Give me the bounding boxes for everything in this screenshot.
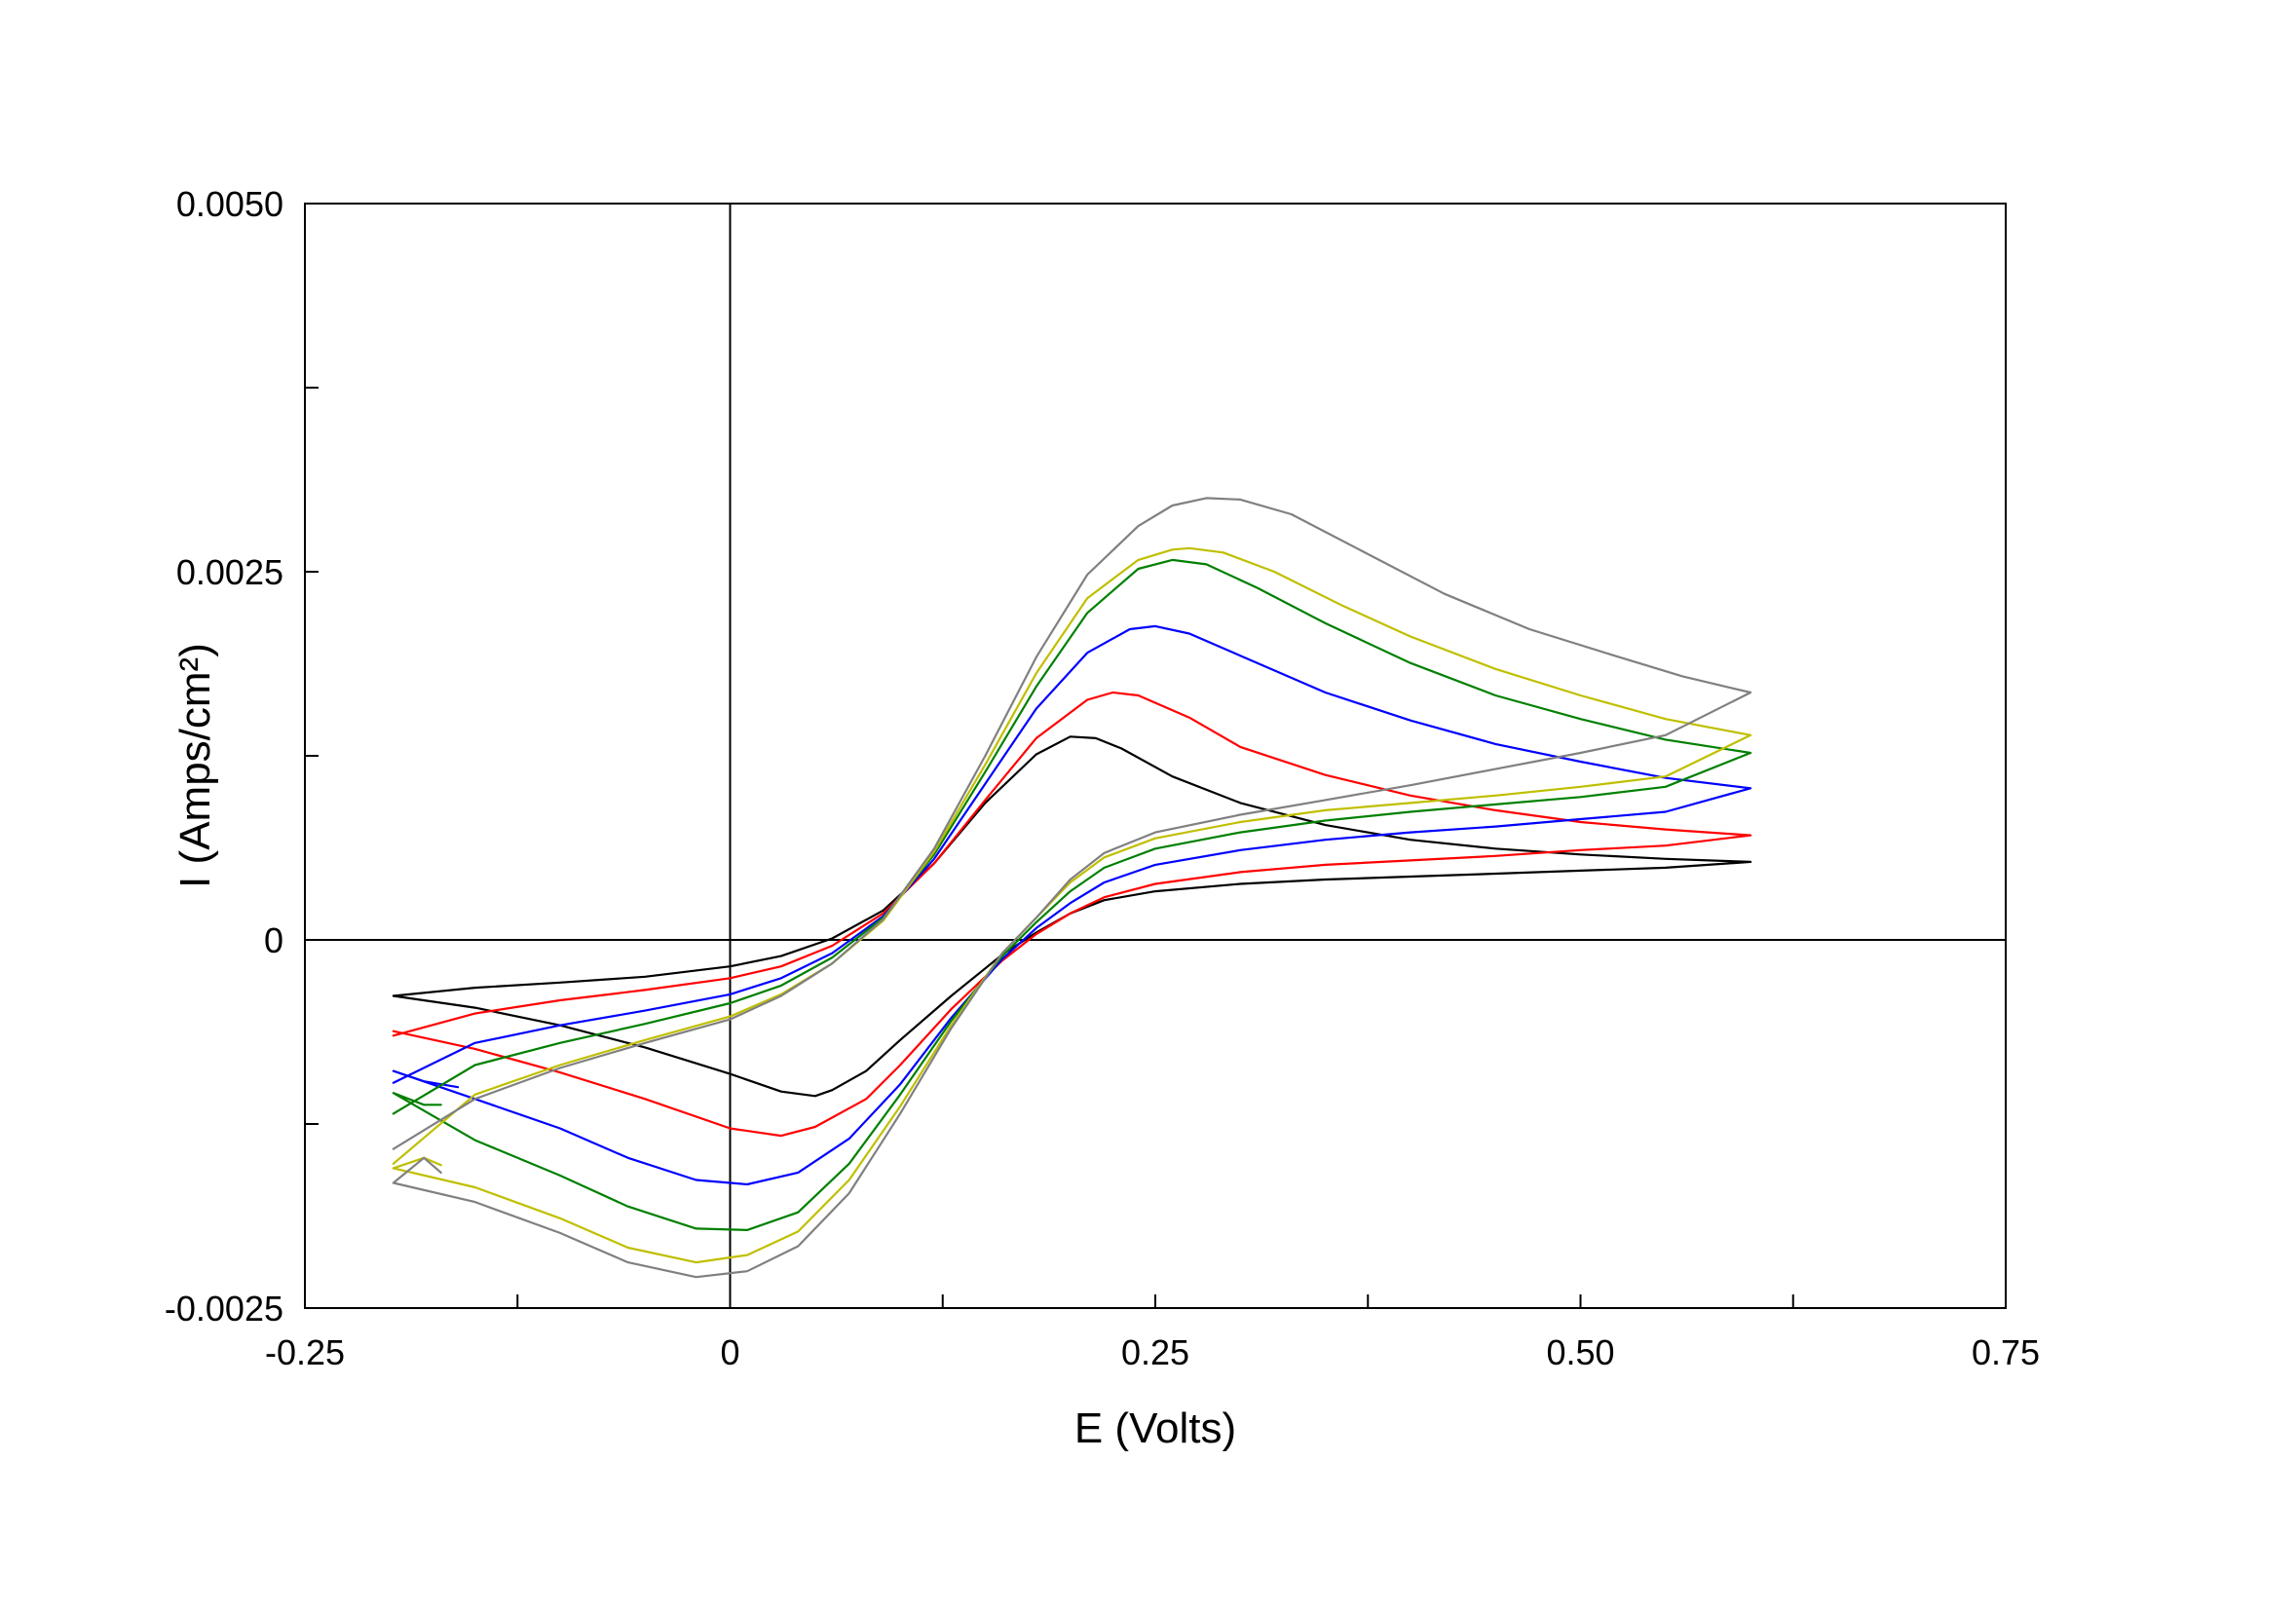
x-tick-label-2: 0.25 bbox=[1121, 1332, 1189, 1372]
axis-ticks: -0.25 0 0.25 0.50 0.75 -0.0025 0 0.0025 0.0050 bbox=[165, 184, 2040, 1372]
y-tick-label-1: 0 bbox=[264, 920, 283, 960]
x-tick-label-0: -0.25 bbox=[265, 1332, 345, 1372]
series-line-5 bbox=[392, 546, 1752, 1264]
x-tick-label-1: 0 bbox=[720, 1332, 739, 1372]
series-line-2 bbox=[392, 691, 1752, 1138]
y-tick-label-3: 0.0050 bbox=[176, 184, 283, 224]
x-axis-title: E (Volts) bbox=[1074, 1404, 1236, 1452]
series-line-6 bbox=[392, 497, 1752, 1279]
y-tick-label-2: 0.0025 bbox=[176, 552, 283, 592]
y-axis-title: I (Amps/cm²) bbox=[171, 643, 219, 888]
series-line-1 bbox=[392, 735, 1752, 1098]
x-tick-label-4: 0.75 bbox=[1972, 1332, 2040, 1372]
y-tick-label-0: -0.0025 bbox=[165, 1289, 283, 1329]
plot-marks bbox=[305, 204, 2006, 1308]
x-tick-label-3: 0.50 bbox=[1546, 1332, 1614, 1372]
